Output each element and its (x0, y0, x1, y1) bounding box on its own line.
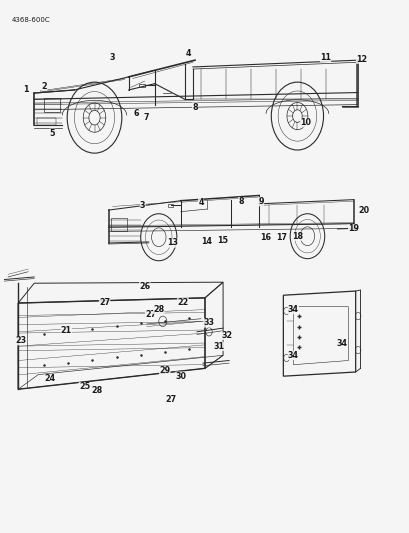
Text: 8: 8 (192, 103, 197, 112)
Text: 28: 28 (153, 305, 164, 314)
Text: 32: 32 (221, 331, 232, 340)
Text: 6: 6 (134, 109, 139, 118)
Bar (37, 118, 55, 125)
Text: 29: 29 (159, 367, 170, 375)
Text: 15: 15 (217, 236, 228, 245)
Text: 25: 25 (79, 382, 90, 391)
Text: 34: 34 (287, 305, 298, 314)
Text: 14: 14 (201, 237, 212, 246)
Text: 20: 20 (357, 206, 369, 215)
Text: 4: 4 (198, 198, 203, 207)
Text: 5: 5 (49, 129, 55, 138)
Text: 28: 28 (91, 386, 102, 395)
Text: 4: 4 (186, 50, 191, 59)
Text: 33: 33 (203, 318, 214, 327)
Text: 8: 8 (238, 197, 243, 206)
Text: 19: 19 (347, 224, 358, 233)
Text: 17: 17 (275, 233, 286, 242)
Text: 26: 26 (139, 282, 150, 291)
Text: 23: 23 (16, 336, 27, 345)
Text: 2: 2 (41, 82, 47, 91)
Text: 1: 1 (23, 85, 29, 94)
Text: 34: 34 (335, 340, 346, 348)
Text: 21: 21 (61, 326, 72, 335)
Bar (138, 84, 144, 87)
Text: 7: 7 (144, 112, 149, 122)
Text: 34: 34 (287, 351, 298, 360)
Text: 4368-600C: 4368-600C (11, 17, 50, 23)
Text: 18: 18 (291, 232, 302, 241)
Bar (110, 218, 126, 231)
Text: 27: 27 (165, 395, 176, 404)
Text: 13: 13 (167, 238, 178, 247)
Text: 30: 30 (175, 372, 186, 381)
Text: 16: 16 (259, 233, 270, 243)
Text: 11: 11 (319, 53, 330, 62)
Text: 27: 27 (145, 310, 156, 319)
Text: 3: 3 (139, 201, 145, 211)
Bar (44, 98, 60, 112)
Text: 10: 10 (299, 118, 310, 127)
Text: 9: 9 (258, 197, 263, 206)
Text: 22: 22 (177, 297, 188, 306)
Text: 12: 12 (355, 54, 366, 63)
Text: 31: 31 (213, 342, 224, 351)
Text: 27: 27 (99, 297, 110, 306)
Bar (168, 204, 173, 207)
Text: 3: 3 (110, 53, 115, 62)
Text: 24: 24 (45, 374, 56, 383)
